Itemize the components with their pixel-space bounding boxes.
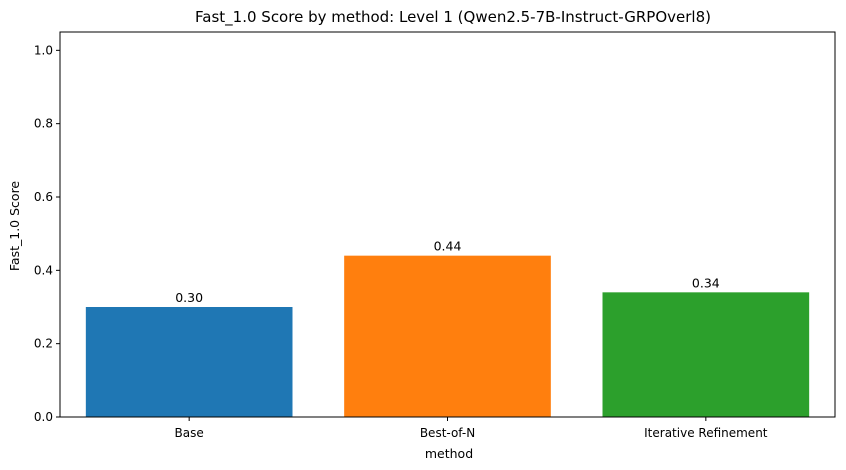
- bar-iterative-refinement: [602, 292, 810, 417]
- bar-best-of-n: [344, 255, 551, 417]
- y-axis-label: Fast_1.0 Score: [7, 181, 22, 272]
- x-tick-label: Iterative Refinement: [644, 426, 768, 440]
- data-label: 0.44: [434, 239, 462, 254]
- x-tick-label: Base: [175, 426, 204, 440]
- y-tick-label: 0.0: [34, 410, 53, 424]
- axes-frame: [59, 31, 836, 418]
- y-tick-label: 0.2: [34, 337, 53, 351]
- data-label: 0.34: [692, 275, 720, 290]
- x-axis-label: method: [425, 446, 473, 461]
- bar-base: [85, 307, 293, 417]
- y-tick-label: 0.8: [34, 117, 53, 131]
- chart-title: Fast_1.0 Score by method: Level 1 (Qwen2…: [195, 8, 711, 27]
- plot-area: 0.30 Base 0.44 Best-of-N 0.34 Iterative Refin…: [34, 31, 836, 440]
- x-tick-label: Best-of-N: [420, 426, 475, 440]
- y-tick-label: 0.4: [34, 263, 53, 277]
- y-tick-label: 0.6: [34, 190, 53, 204]
- data-label: 0.30: [175, 290, 203, 305]
- y-tick-label: 1.0: [34, 43, 53, 57]
